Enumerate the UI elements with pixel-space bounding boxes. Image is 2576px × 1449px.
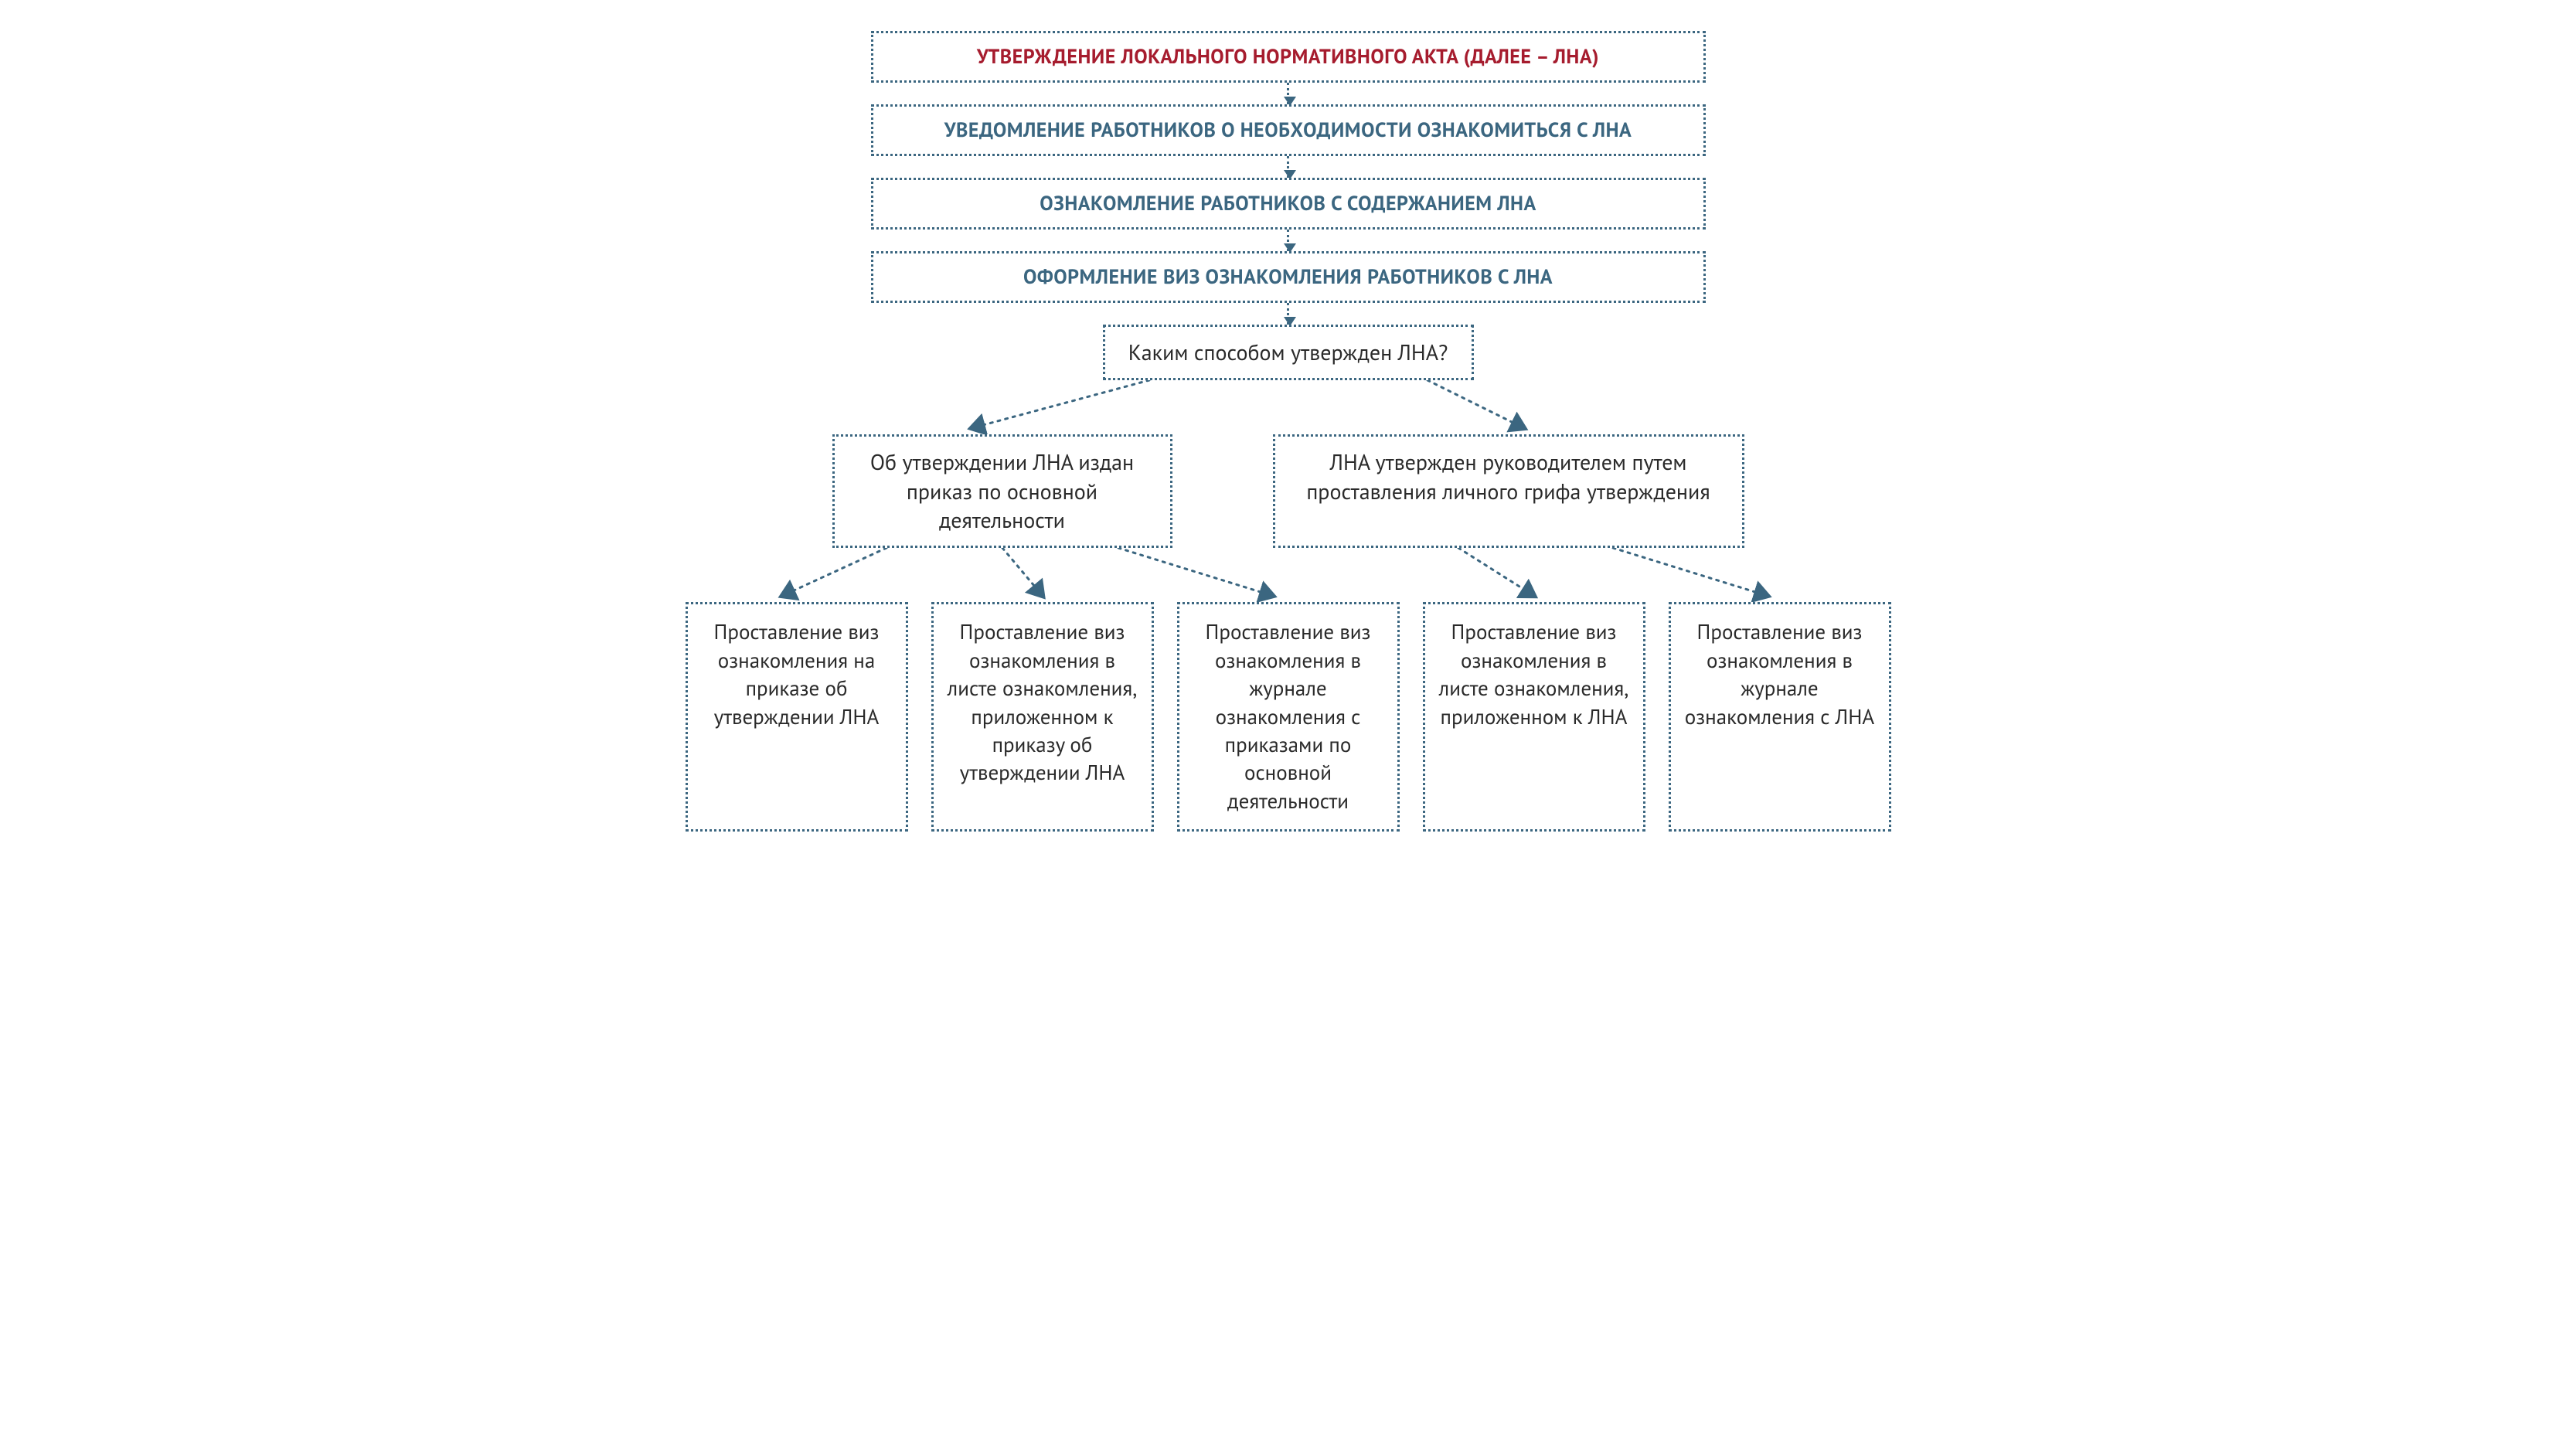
branch-right-box: ЛНА утвержден руководителем путем проста… [1273, 434, 1744, 548]
step-4-box: ОФОРМЛЕНИЕ ВИЗ ОЗНАКОМЛЕНИЯ РАБОТНИКОВ С… [871, 251, 1706, 303]
leaf-4-text: Проставление виз ознакомления в листе оз… [1438, 618, 1631, 731]
step-3-title: ОЗНАКОМЛЕНИЕ РАБОТНИКОВ С СОДЕРЖАНИЕМ ЛН… [892, 191, 1685, 216]
step-1-title: УТВЕРЖДЕНИЕ ЛОКАЛЬНОГО НОРМАТИВНОГО АКТА… [892, 44, 1685, 70]
question-box: Каким способом утвержден ЛНА? [1103, 325, 1474, 380]
connector-3-4 [1287, 230, 1289, 251]
branch-left-box: Об утверждении ЛНА издан приказ по основ… [832, 434, 1172, 548]
leaf-1-box: Проставление виз ознакомления на приказе… [686, 602, 908, 832]
leaf-5-text: Проставление виз ознакомления в журнале … [1683, 618, 1877, 731]
connector-1-2 [1287, 83, 1289, 104]
leaf-3-box: Проставление виз ознакомления в журнале … [1177, 602, 1400, 832]
leaf-2-text: Проставление виз ознакомления в листе оз… [946, 618, 1139, 787]
branch-left-text: Об утверждении ЛНА издан приказ по основ… [853, 447, 1152, 535]
step-2-box: УВЕДОМЛЕНИЕ РАБОТНИКОВ О НЕОБХОДИМОСТИ О… [871, 104, 1706, 156]
flowchart-root: УТВЕРЖДЕНИЕ ЛОКАЛЬНОГО НОРМАТИВНОГО АКТА… [686, 31, 1891, 832]
leaf-2-box: Проставление виз ознакомления в листе оз… [931, 602, 1154, 832]
connector-question-branches [686, 380, 1891, 434]
step-3-box: ОЗНАКОМЛЕНИЕ РАБОТНИКОВ С СОДЕРЖАНИЕМ ЛН… [871, 178, 1706, 230]
branch-row: Об утверждении ЛНА издан приказ по основ… [747, 434, 1829, 548]
leaf-row: Проставление виз ознакомления на приказе… [686, 602, 1891, 832]
leaf-4-box: Проставление виз ознакомления в листе оз… [1423, 602, 1645, 832]
step-1-box: УТВЕРЖДЕНИЕ ЛОКАЛЬНОГО НОРМАТИВНОГО АКТА… [871, 31, 1706, 83]
leaf-1-text: Проставление виз ознакомления на приказе… [700, 618, 893, 731]
branch-right-text: ЛНА утвержден руководителем путем проста… [1294, 447, 1724, 506]
connector-4-q [1287, 303, 1289, 325]
step-2-title: УВЕДОМЛЕНИЕ РАБОТНИКОВ О НЕОБХОДИМОСТИ О… [892, 117, 1685, 143]
step-4-title: ОФОРМЛЕНИЕ ВИЗ ОЗНАКОМЛЕНИЯ РАБОТНИКОВ С… [892, 264, 1685, 290]
question-text: Каким способом утвержден ЛНА? [1124, 338, 1453, 367]
leaf-5-box: Проставление виз ознакомления в журнале … [1669, 602, 1891, 832]
leaf-3-text: Проставление виз ознакомления в журнале … [1192, 618, 1385, 815]
connector-2-3 [1287, 156, 1289, 178]
connector-branches-leaves [686, 548, 1891, 602]
